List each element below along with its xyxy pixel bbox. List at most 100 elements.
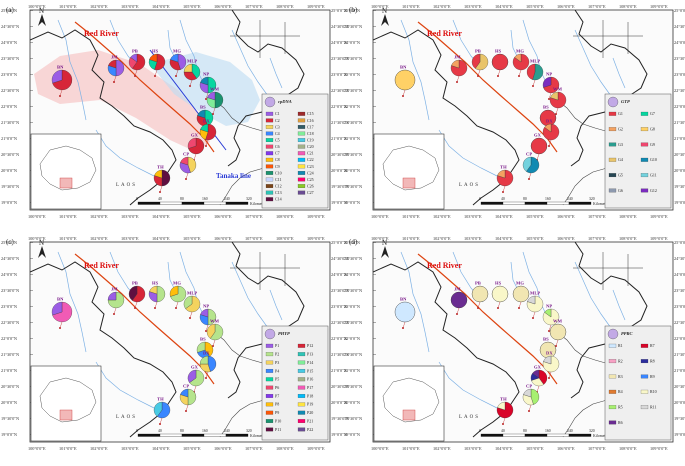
legend-swatch	[297, 427, 306, 432]
legend-item-label: R10	[650, 389, 657, 394]
legend-swatch	[297, 118, 306, 123]
north-arrow-shape	[381, 246, 389, 258]
pie-PB: PB	[471, 281, 489, 309]
latitude-label-left: 23°0'0"N	[344, 72, 360, 77]
latitude-label-right: 21°0'0"N	[331, 136, 347, 141]
scale-segment	[546, 433, 570, 437]
legend-title: GTP	[621, 99, 630, 104]
pie-slice	[161, 169, 171, 187]
scale-segment	[524, 433, 548, 437]
pie-PB: PB	[128, 49, 146, 77]
site-dot	[532, 317, 534, 319]
river	[269, 289, 283, 321]
legend-swatch	[297, 177, 306, 182]
pie-TH: TH	[496, 397, 514, 425]
legend-swatch	[265, 394, 274, 398]
site-label: PB	[132, 281, 138, 286]
scale-units: Kilometers	[593, 434, 610, 438]
site-label: MLP	[530, 59, 540, 64]
site-leader	[212, 339, 216, 347]
pie-slice	[496, 401, 514, 419]
pie-NP: NP	[199, 72, 217, 100]
legend-swatch	[297, 352, 306, 357]
site-dot	[189, 317, 191, 319]
latitude-label-left: 24°30'0"N	[1, 256, 19, 261]
site-label: GX	[534, 365, 542, 370]
legend-item-label: G12	[650, 188, 657, 193]
site-dot	[532, 85, 534, 87]
latitude-label-left: 23°0'0"N	[1, 304, 17, 309]
latitude-label-left: 22°30'0"N	[1, 320, 19, 325]
latitude-label-left: 21°30'0"N	[1, 352, 19, 357]
legend-item-label: G9	[650, 142, 655, 147]
haplotype-network	[230, 252, 300, 290]
inset-map	[373, 133, 445, 210]
site-leader	[528, 172, 532, 180]
latitude-label-left: 19°0'0"N	[344, 432, 360, 437]
site-leader	[532, 311, 536, 319]
pie-slice	[544, 123, 552, 133]
legend-swatch	[640, 127, 649, 132]
pie-JM: JM	[450, 55, 468, 83]
pie-slice	[530, 137, 548, 155]
scale-tick: 0	[479, 429, 481, 433]
legend-swatch	[608, 389, 617, 394]
legend-item-label: P4	[275, 368, 279, 373]
pie-DX: DX	[199, 351, 217, 379]
latitude-label-right: 22°30'0"N	[331, 320, 349, 325]
longitude-label-top: 103°0'0"E	[464, 4, 482, 9]
river	[231, 261, 269, 329]
haplotype-network	[573, 252, 643, 290]
site-dot	[189, 85, 191, 87]
legend-item-label: C15	[307, 111, 314, 116]
latitude-label-right: 23°0'0"N	[331, 304, 347, 309]
legend-item-label: P14	[307, 360, 313, 365]
legend-item-label: C3	[275, 124, 280, 129]
pie-slice	[107, 291, 117, 301]
pie-slice	[530, 388, 540, 405]
legend-swatch	[608, 359, 617, 364]
legend-item-label: C17	[307, 124, 314, 129]
site-leader	[502, 417, 506, 425]
legend-item-label: C8	[275, 157, 280, 162]
pie-WM: WM	[206, 319, 224, 347]
legend-swatch	[297, 151, 306, 156]
legend-item-label: C9	[275, 164, 280, 169]
site-leader	[536, 385, 540, 393]
site-leader	[134, 301, 138, 309]
legend-swatch	[265, 368, 274, 373]
pie-slice	[497, 169, 506, 179]
pie-GX: GX	[187, 133, 205, 161]
scale-segment	[225, 433, 249, 437]
scale-segment	[203, 433, 227, 437]
legend-swatch	[265, 377, 274, 382]
longitude-label-bottom: 100°0'0"E	[28, 214, 46, 219]
pie-slice	[197, 109, 206, 119]
legend-item-label: C23	[307, 164, 314, 169]
laos-label: LAOS	[116, 415, 137, 420]
pie-GX: GX	[530, 133, 548, 161]
legend-swatch	[640, 389, 649, 394]
longitude-label-bottom: 106°0'0"E	[214, 446, 232, 451]
study-area-marker	[59, 177, 73, 189]
pie-PB: PB	[128, 281, 146, 309]
legend-item-label: P17	[307, 385, 313, 390]
pie-slice	[394, 69, 416, 91]
scale-segment	[159, 201, 183, 205]
latitude-label-left: 22°0'0"N	[1, 104, 17, 109]
latitude-label-right: 19°30'0"N	[674, 184, 685, 189]
latitude-label-right: 23°30'0"N	[674, 56, 685, 61]
site-label: HS	[152, 49, 159, 54]
latitude-label-left: 21°0'0"N	[1, 136, 17, 141]
longitude-label-bottom: 107°0'0"E	[588, 214, 606, 219]
pie-slice	[51, 301, 63, 316]
panel-label: (a)	[6, 6, 14, 14]
pie-slice	[115, 59, 125, 77]
scale-segment	[568, 433, 592, 437]
laos-label: LAOS	[116, 183, 137, 188]
scale-units: Kilometers	[250, 202, 267, 206]
scale-segment	[502, 201, 526, 205]
pie-BN: BN	[394, 65, 416, 97]
pie-slice	[183, 295, 193, 309]
